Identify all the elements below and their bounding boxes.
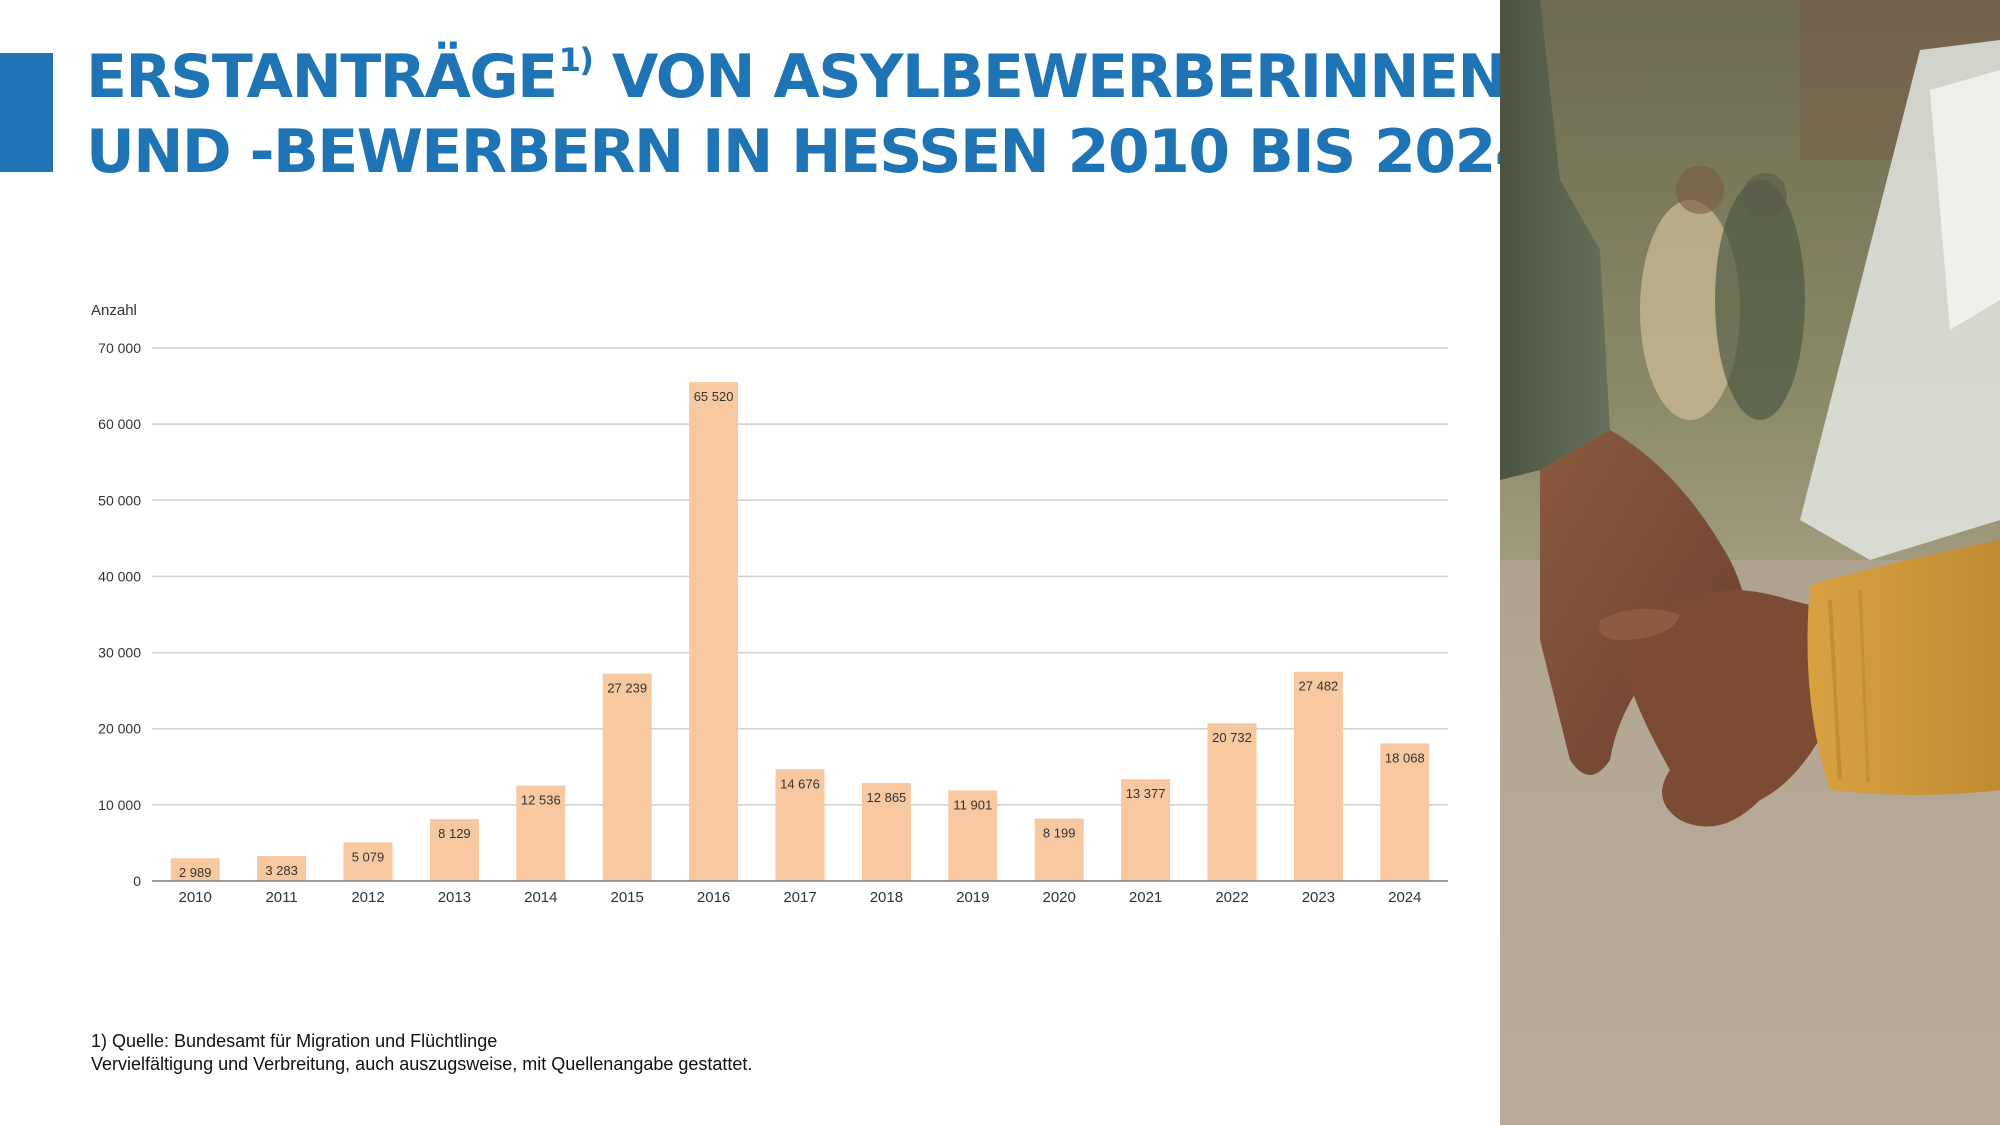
bar-2019	[948, 790, 998, 881]
bar-value-label: 18 068	[1385, 750, 1425, 765]
x-tick-label: 2013	[438, 889, 471, 906]
x-tick-label: 2018	[870, 889, 903, 906]
bar-value-label: 11 901	[953, 797, 992, 812]
y-tick-label: 40 000	[98, 568, 141, 584]
bar-value-labels: 2 989 3 283 5 079 8 129 12 536 27 239 65 520 14…	[179, 389, 1425, 880]
y-tick-label: 30 000	[98, 645, 141, 661]
x-tick-label: 2021	[1129, 889, 1162, 906]
title-line2: UND -BEWERBERN IN HESSEN 2010 BIS 2024	[86, 117, 1537, 187]
x-tick-label: 2022	[1215, 889, 1248, 906]
x-tick-label: 2014	[524, 889, 557, 906]
y-tick-label: 60 000	[98, 416, 141, 432]
bar-2023	[1293, 671, 1343, 881]
bar-2011	[257, 856, 307, 881]
bar-value-label: 13 377	[1126, 786, 1166, 801]
x-tick-label: 2017	[783, 889, 816, 906]
bar-2024	[1380, 743, 1430, 881]
bar-value-label: 5 079	[352, 849, 385, 864]
y-tick-label: 20 000	[98, 721, 141, 737]
bar-2021	[1121, 779, 1171, 881]
hands-photo	[1500, 0, 2000, 1125]
x-tick-labels: 2010 2011 2012 2013 2014 2015 2016 2017 2018 2019…	[179, 889, 1422, 906]
x-tick-label: 2024	[1388, 889, 1421, 906]
bar-value-label: 8 129	[438, 826, 471, 841]
x-tick-label: 2010	[179, 889, 212, 906]
bar-value-label: 2 989	[179, 865, 212, 880]
bar-value-label: 14 676	[780, 776, 820, 791]
x-tick-label: 2015	[611, 889, 644, 906]
y-tick-label: 70 000	[98, 340, 141, 356]
bar-2010	[170, 858, 220, 881]
x-tick-label: 2012	[351, 889, 384, 906]
title-footnote-marker: 1)	[558, 41, 594, 79]
bar-value-label: 20 732	[1212, 730, 1252, 745]
gridlines	[152, 347, 1448, 806]
y-axis-label: Anzahl	[91, 302, 137, 319]
bar-2020	[1034, 818, 1084, 881]
bar-2015	[602, 673, 652, 881]
y-tick-label: 0	[133, 873, 141, 889]
footnote-copyright: Vervielfältigung und Verbreitung, auch a…	[91, 1054, 753, 1074]
bar-value-label: 27 482	[1299, 679, 1339, 694]
x-tick-label: 2016	[697, 889, 730, 906]
bar-2017	[775, 769, 825, 881]
title-line1-part1: ERSTANTRÄGE	[86, 42, 558, 112]
y-tick-label: 50 000	[98, 492, 141, 508]
y-tick-labels: 0 10 000 20 000 30 000 40 000 50 000 60 000 70 …	[98, 340, 141, 889]
bar-2022	[1207, 723, 1257, 881]
bar-value-label: 8 199	[1043, 826, 1076, 841]
bar-value-label: 3 283	[265, 863, 298, 878]
bar-value-label: 27 239	[607, 681, 647, 696]
bar-value-label: 12 865	[867, 790, 907, 805]
footnote: 1) Quelle: Bundesamt für Migration und F…	[91, 1030, 1391, 1076]
x-tick-label: 2020	[1043, 889, 1076, 906]
bar-value-label: 65 520	[694, 389, 734, 404]
bar-value-label: 12 536	[521, 793, 561, 808]
y-tick-label: 10 000	[98, 797, 141, 813]
bar-2014	[516, 785, 566, 881]
title-line1-part2: VON ASYLBEWERBERINNEN	[592, 42, 1508, 112]
bar-2013	[429, 819, 479, 881]
page-title: ERSTANTRÄGE1) VON ASYLBEWERBERINNEN UND …	[86, 40, 1537, 190]
accent-bar	[0, 53, 53, 172]
bar-2016	[689, 382, 739, 881]
bar-2012	[343, 842, 393, 881]
x-tick-label: 2011	[265, 889, 297, 906]
bar-2018	[861, 783, 911, 881]
footnote-source: 1) Quelle: Bundesamt für Migration und F…	[91, 1031, 498, 1051]
bars	[170, 382, 1430, 881]
x-tick-label: 2023	[1302, 889, 1335, 906]
bar-chart: Anzahl 0 10 000 20 000 30 000 40 000 50 000 60…	[91, 302, 1448, 906]
x-tick-label: 2019	[956, 889, 989, 906]
